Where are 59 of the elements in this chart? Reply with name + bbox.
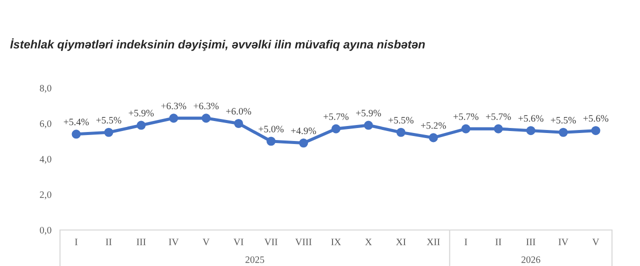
x-tick-label: V [592,238,600,246]
x-tick-label: XII [426,238,440,246]
data-label: +5.7% [324,113,349,120]
data-label: +5.6% [583,115,608,122]
text: 2026 [522,256,540,263]
data-label: +5.6% [518,115,544,122]
point [299,138,308,148]
y-tick-label: 2,0 [40,191,52,200]
x-tick-label: IX [331,238,341,246]
point [428,133,438,142]
x-tick-label: VIII [295,238,312,246]
y-tick-label: 6,0 [40,120,52,128]
x-tick-label: IV [168,238,179,246]
x-tick-label: VII [264,238,278,246]
chart-title: İstehlak qiymətləri indeksinin dəyişimi, əvvəlki ilin müvafiq ayına nisbətən [10,38,425,51]
data-label: +5.7% [454,113,478,120]
x-tick-label: I [74,238,78,246]
data-label: +5.9% [356,110,382,116]
x-tick-label: II [106,238,112,246]
point [331,124,341,134]
point [202,114,211,123]
data-label: +5.5% [550,116,576,124]
point [461,124,470,134]
point [169,114,178,123]
point [364,120,373,130]
data-label: +5.7% [486,113,511,120]
point [558,128,568,137]
data-label: +5.9% [128,110,154,116]
y-tick-label: 4,0 [40,156,52,164]
data-label: +6.0% [226,108,252,115]
text: 2025 [246,256,264,263]
point [526,126,536,136]
point [266,136,276,146]
data-label: +5.5% [388,116,414,124]
data-label: +6.3% [194,102,219,110]
data-label: +5.0% [258,126,284,132]
x-tick-label: X [365,238,372,246]
x-tick-label: I [464,238,468,246]
y-tick-label: 0,0 [40,226,52,235]
x-tick-label: IV [558,238,568,246]
data-label: +6.3% [161,102,186,110]
point [104,128,114,137]
x-tick-label: V [202,238,210,246]
x-tick-label: III [526,238,536,246]
point [72,130,81,139]
point [396,128,406,137]
data-label: +5.4% [64,118,89,126]
point [591,126,600,136]
data-label: +4.9% [291,128,316,134]
data-label: +5.5% [96,116,122,124]
y-tick-label: 8,0 [40,84,52,93]
point [494,124,503,134]
x-tick-label: XI [396,238,406,246]
data-label: +5.2% [421,122,446,129]
x-tick-label: VI [234,238,244,246]
point [136,120,146,130]
x-tick-label: II [495,238,502,246]
point [234,118,244,128]
x-tick-label: III [136,238,146,246]
